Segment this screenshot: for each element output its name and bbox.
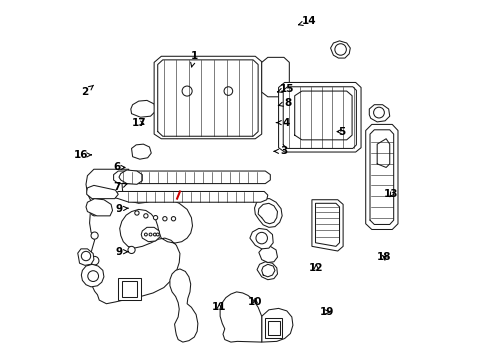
Text: 8: 8 — [278, 98, 290, 108]
Polygon shape — [78, 249, 94, 265]
Text: 9: 9 — [115, 247, 128, 257]
Circle shape — [334, 44, 346, 55]
Polygon shape — [220, 292, 261, 342]
Circle shape — [91, 232, 98, 239]
Polygon shape — [365, 125, 397, 229]
Text: 16: 16 — [74, 150, 91, 160]
Circle shape — [163, 217, 167, 221]
Text: 4: 4 — [276, 118, 289, 128]
Circle shape — [91, 186, 98, 194]
Text: 6: 6 — [113, 162, 125, 172]
Polygon shape — [86, 185, 118, 199]
Polygon shape — [257, 262, 277, 280]
Polygon shape — [86, 169, 192, 304]
Polygon shape — [267, 320, 279, 335]
Text: 19: 19 — [319, 307, 333, 317]
Polygon shape — [113, 171, 270, 184]
Text: 2: 2 — [81, 85, 93, 97]
Text: 11: 11 — [212, 302, 226, 312]
Polygon shape — [368, 105, 389, 122]
Circle shape — [144, 233, 147, 236]
Text: 14: 14 — [298, 17, 316, 27]
Circle shape — [91, 209, 98, 216]
Circle shape — [153, 216, 158, 220]
Polygon shape — [154, 56, 261, 139]
Circle shape — [90, 256, 99, 265]
Polygon shape — [81, 264, 104, 287]
Polygon shape — [258, 246, 277, 262]
Circle shape — [128, 246, 135, 253]
Text: 15: 15 — [277, 84, 294, 94]
Text: 3: 3 — [274, 146, 287, 156]
Polygon shape — [169, 269, 198, 342]
Text: 7: 7 — [113, 182, 127, 192]
Text: 10: 10 — [247, 297, 262, 307]
Circle shape — [143, 214, 148, 218]
Circle shape — [224, 87, 232, 95]
Polygon shape — [249, 228, 273, 249]
Polygon shape — [330, 41, 349, 58]
Polygon shape — [122, 281, 137, 297]
Text: 12: 12 — [308, 263, 323, 273]
Text: 13: 13 — [384, 189, 398, 199]
Polygon shape — [131, 100, 155, 117]
Circle shape — [135, 211, 139, 215]
Polygon shape — [118, 278, 140, 300]
Circle shape — [149, 233, 152, 236]
Circle shape — [88, 271, 99, 282]
Circle shape — [255, 232, 267, 244]
Circle shape — [153, 233, 156, 236]
Text: 1: 1 — [190, 51, 198, 67]
Text: 5: 5 — [336, 127, 344, 136]
Circle shape — [81, 251, 90, 261]
Circle shape — [182, 86, 192, 96]
Polygon shape — [115, 192, 267, 202]
Text: 17: 17 — [131, 118, 146, 128]
Polygon shape — [315, 203, 339, 246]
Polygon shape — [86, 199, 112, 216]
Polygon shape — [265, 318, 282, 338]
Text: 18: 18 — [376, 252, 391, 262]
Polygon shape — [131, 144, 151, 159]
Circle shape — [156, 233, 159, 236]
Polygon shape — [141, 227, 160, 242]
Polygon shape — [261, 57, 289, 97]
Polygon shape — [119, 170, 142, 184]
Circle shape — [171, 217, 175, 221]
Polygon shape — [278, 82, 360, 152]
Text: 9: 9 — [115, 204, 128, 214]
Polygon shape — [261, 309, 292, 342]
Polygon shape — [311, 200, 343, 251]
Circle shape — [373, 107, 384, 118]
Polygon shape — [254, 199, 282, 227]
